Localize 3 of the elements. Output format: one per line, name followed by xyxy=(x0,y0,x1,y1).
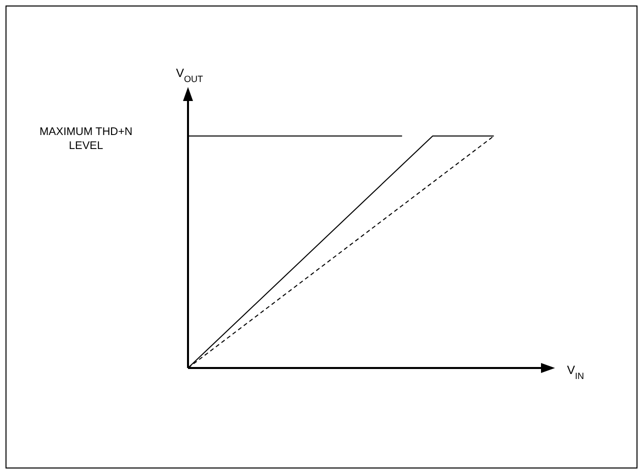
x-axis-title: V$_{IN}$ xyxy=(567,363,584,381)
y-axis-title: V$_{OUT}$ xyxy=(176,66,204,84)
text: MAXIMUM THD+N LEVEL xyxy=(40,126,133,152)
